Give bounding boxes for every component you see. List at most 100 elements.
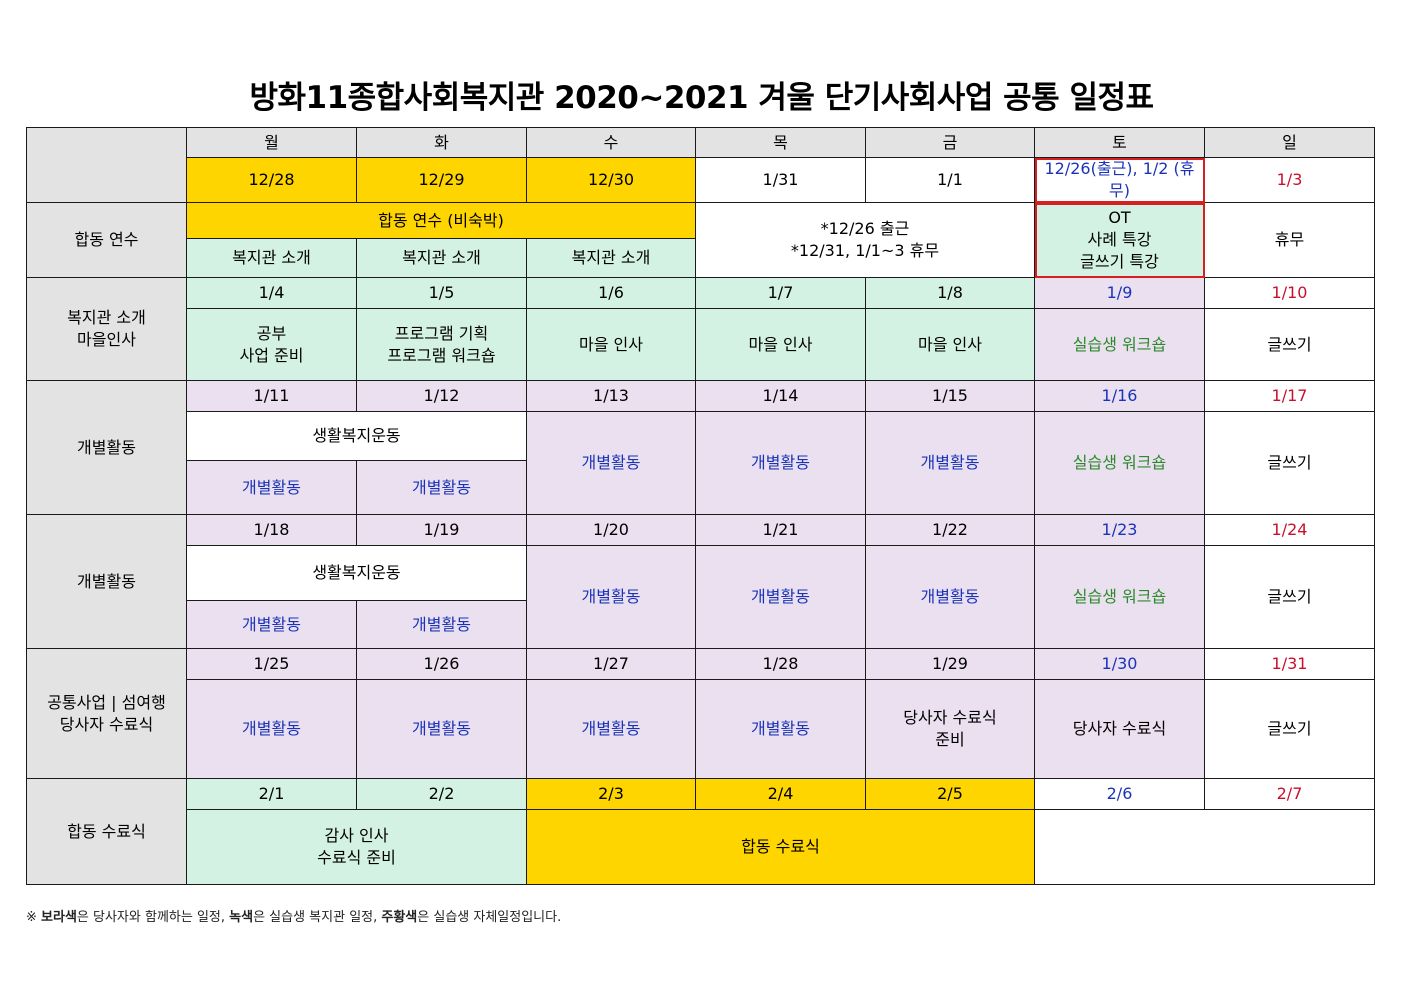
joint-training-cell: 합동 연수 (비숙박) — [186, 202, 696, 239]
activity-cell: 개별활동 — [526, 411, 696, 515]
date-cell-sat: 12/26(출근), 1/2 (휴무) — [1034, 157, 1205, 203]
row-label-joint-ceremony: 합동 수료식 — [26, 778, 187, 885]
activity-cell: 개별활동 — [695, 679, 866, 779]
activity-cell: 마을 인사 — [526, 308, 696, 381]
activity-cell: 개별활동 — [526, 545, 696, 649]
row-label-line: 당사자 수료식 — [59, 714, 154, 734]
row-label-line: 마을인사 — [77, 330, 136, 349]
note-purple: 보라색 — [41, 910, 77, 925]
activity-cell: 개별활동 — [865, 411, 1035, 515]
date-cell-sun: 1/17 — [1204, 380, 1375, 412]
ceremony-prep-line: 준비 — [935, 730, 965, 749]
activity-cell: 개별활동 — [865, 545, 1035, 649]
note-green: 녹색 — [229, 910, 254, 925]
row-label-line: 복지관 소개 — [67, 308, 146, 327]
day-header-tue: 화 — [356, 127, 527, 158]
activity-cell: 마을 인사 — [865, 308, 1035, 381]
date-cell-sun: 1/24 — [1204, 514, 1375, 546]
row-label-intro-village: 복지관 소개 마을인사 — [26, 277, 187, 381]
date-cell-sun: 1/31 — [1204, 648, 1375, 680]
thanks-cell: 감사 인사 수료식 준비 — [186, 809, 527, 885]
date-cell: 1/18 — [186, 514, 357, 546]
activity-cell: 개별활동 — [186, 600, 357, 649]
row-label-individual: 개별활동 — [26, 514, 187, 649]
date-cell: 12/30 — [526, 157, 696, 203]
orientation-line: 글쓰기 특강 — [1080, 252, 1159, 271]
empty-cell — [1034, 809, 1375, 885]
day-header-wed: 수 — [526, 127, 696, 158]
date-cell: 1/22 — [865, 514, 1035, 546]
date-cell: 1/4 — [186, 277, 357, 309]
activity-line: 공부 — [256, 323, 287, 343]
holiday-note-cell: *12/26 출근 *12/31, 1/1~3 휴무 — [695, 202, 1035, 278]
row-label-common-project: 공통사업 | 섬여행 당사자 수료식 — [26, 648, 187, 779]
legend-note: ※ 보라색은 당사자와 함께하는 일정, 녹색은 실습생 복지관 일정, 주황색… — [26, 906, 561, 925]
day-header-sat: 토 — [1034, 127, 1205, 158]
date-cell: 2/1 — [186, 778, 357, 810]
workshop-cell: 실습생 워크숍 — [1034, 545, 1205, 649]
date-cell: 1/14 — [695, 380, 866, 412]
date-cell: 12/28 — [186, 157, 357, 203]
date-cell: 1/12 — [356, 380, 527, 412]
date-cell-sat: 1/23 — [1034, 514, 1205, 546]
activity-cell: 공부 사업 준비 — [186, 308, 357, 381]
date-cell: 1/25 — [186, 648, 357, 680]
writing-cell: 글쓰기 — [1204, 679, 1375, 779]
activity-line: 프로그램 워크숍 — [387, 345, 496, 365]
row-label-line: 공통사업 | 섬여행 — [47, 692, 166, 712]
activity-line: 프로그램 기획 — [394, 323, 489, 343]
date-cell: 1/6 — [526, 277, 696, 309]
row-label-joint-training: 합동 연수 — [26, 202, 187, 278]
movement-cell: 생활복지운동 — [186, 411, 527, 461]
date-cell-sun: 1/3 — [1204, 157, 1375, 203]
date-cell: 1/26 — [356, 648, 527, 680]
writing-cell: 글쓰기 — [1204, 411, 1375, 515]
date-cell: 1/1 — [865, 157, 1035, 203]
day-header-sun: 일 — [1204, 127, 1375, 158]
activity-cell: 개별활동 — [186, 460, 357, 515]
date-cell: 1/28 — [695, 648, 866, 680]
date-cell: 1/31 — [695, 157, 866, 203]
orientation-line: 사례 특강 — [1087, 230, 1152, 249]
day-header-fri: 금 — [865, 127, 1035, 158]
intro-cell: 복지관 소개 — [186, 238, 357, 278]
date-cell-sat: 1/9 — [1034, 277, 1205, 309]
orientation-cell: OT 사례 특강 글쓰기 특강 — [1034, 202, 1205, 278]
date-cell-sat: 1/30 — [1034, 648, 1205, 680]
date-cell: 2/4 — [695, 778, 866, 810]
activity-line: 사업 준비 — [239, 345, 304, 365]
date-cell: 1/20 — [526, 514, 696, 546]
activity-cell: 개별활동 — [356, 600, 527, 649]
movement-cell: 생활복지운동 — [186, 545, 527, 601]
date-cell: 1/8 — [865, 277, 1035, 309]
date-cell: 2/3 — [526, 778, 696, 810]
ceremony-prep-cell: 당사자 수료식 준비 — [865, 679, 1035, 779]
activity-cell: 개별활동 — [695, 411, 866, 515]
note-prefix: ※ — [26, 910, 42, 925]
date-cell: 1/15 — [865, 380, 1035, 412]
note-text: 은 실습생 복지관 일정, — [253, 910, 382, 925]
date-cell-sat: 1/16 — [1034, 380, 1205, 412]
date-cell-sun: 1/10 — [1204, 277, 1375, 309]
date-cell: 1/5 — [356, 277, 527, 309]
ceremony-prep-line: 당사자 수료식 — [903, 708, 997, 727]
orientation-line: OT — [1108, 208, 1131, 227]
page-title: 방화11종합사회복지관 2020~2021 겨울 단기사회사업 공통 일정표 — [249, 80, 1154, 116]
schedule-table: 월 화 수 목 금 토 일 12/28 12/29 12/30 1/31 1/1… — [26, 127, 1375, 885]
activity-cell: 개별활동 — [356, 679, 527, 779]
holiday-note-line: *12/31, 1/1~3 휴무 — [790, 241, 940, 260]
date-cell: 1/13 — [526, 380, 696, 412]
date-cell: 12/29 — [356, 157, 527, 203]
day-header-thu: 목 — [695, 127, 866, 158]
activity-cell: 개별활동 — [526, 679, 696, 779]
intro-cell: 복지관 소개 — [526, 238, 696, 278]
activity-cell: 마을 인사 — [695, 308, 866, 381]
note-text: 은 당사자와 함께하는 일정, — [76, 910, 230, 925]
date-cell: 1/27 — [526, 648, 696, 680]
date-cell: 1/29 — [865, 648, 1035, 680]
corner-cell — [26, 127, 187, 203]
workshop-cell: 실습생 워크숍 — [1034, 308, 1205, 381]
ceremony-cell: 당사자 수료식 — [1034, 679, 1205, 779]
workshop-cell: 실습생 워크숍 — [1034, 411, 1205, 515]
activity-cell: 개별활동 — [186, 679, 357, 779]
